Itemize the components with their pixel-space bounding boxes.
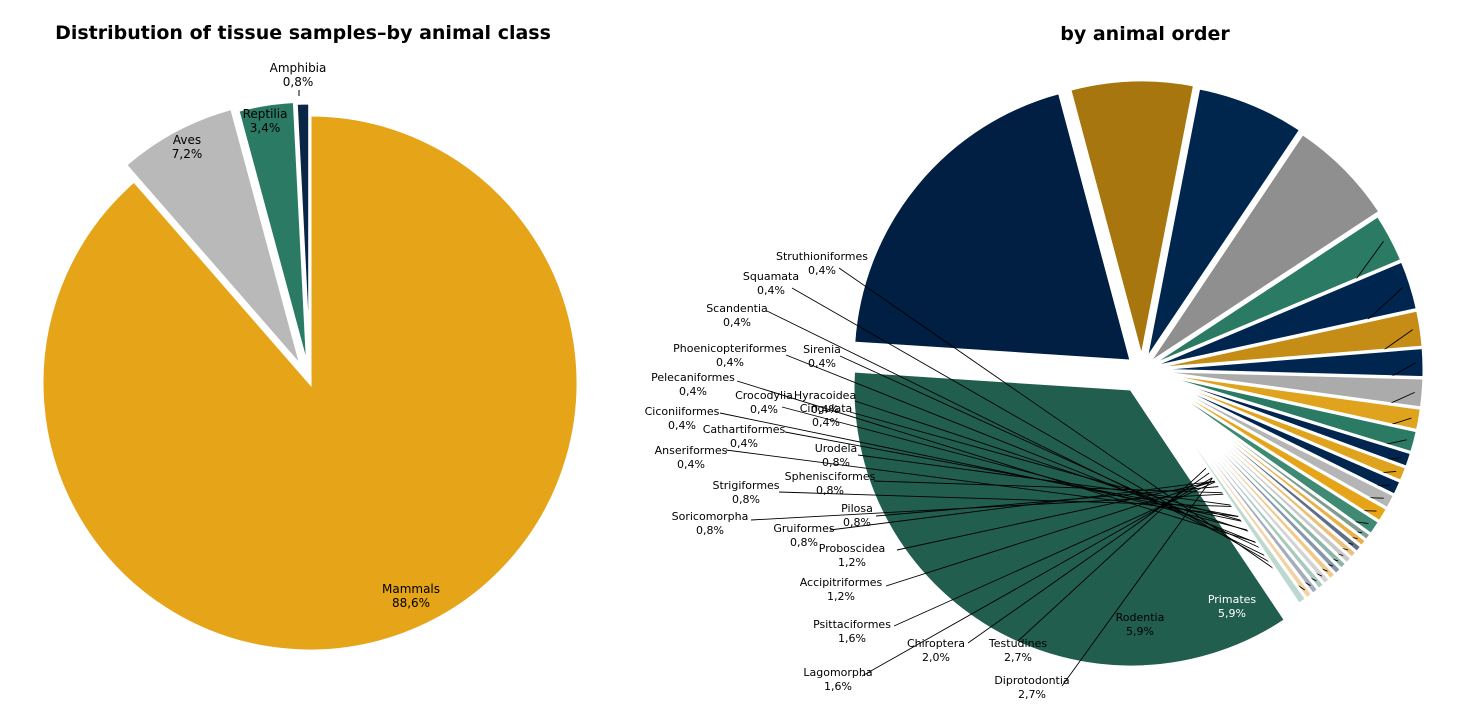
- slice-primates: [1144, 86, 1303, 362]
- order-strigiformes-value: 0,8%: [732, 493, 760, 506]
- order-rodentia-value: 5,9%: [1126, 625, 1154, 638]
- slice-mammals: [40, 113, 580, 653]
- order-diprotodontia-label: Diprotodontia: [994, 674, 1069, 687]
- class-mammals-label: Mammals: [382, 582, 440, 596]
- order-ciconiiformes-label: Ciconiiformes: [645, 405, 720, 418]
- order-sphenisciformes-label: Sphenisciformes: [785, 470, 876, 483]
- class-mammals-value: 88,6%: [392, 596, 430, 610]
- order-testudines-label: Testudines: [988, 637, 1047, 650]
- order-struthioniformes-label: Struthioniformes: [776, 250, 868, 263]
- order-pelecaniformes-value: 0,4%: [679, 385, 707, 398]
- order-gruiformes-label: Gruiformes: [773, 522, 834, 535]
- slice-perissodactyla: [1067, 78, 1197, 359]
- order-scandentia-label: Scandentia: [706, 302, 768, 315]
- order-squamata-value: 0,4%: [757, 284, 785, 297]
- order-chart-title: by animal order: [1060, 23, 1230, 45]
- order-pelecaniformes-label: Pelecaniformes: [651, 371, 735, 384]
- order-proboscidea-label: Proboscidea: [819, 542, 886, 555]
- order-crocodylia-label: Crocodylia: [735, 389, 793, 402]
- order-sirenia-label: Sirenia: [803, 343, 841, 356]
- order-accipitriformes-label: Accipitriformes: [800, 576, 883, 589]
- class-reptilia-label: Reptilia: [243, 107, 288, 121]
- order-soricomorpha-value: 0,8%: [696, 524, 724, 537]
- class-amphibia-value: 0,8%: [283, 75, 314, 89]
- order-gruiformes-value: 0,8%: [790, 536, 818, 549]
- order-lagomorpha-value: 1,6%: [824, 680, 852, 693]
- order-lagomorpha-label: Lagomorpha: [803, 666, 872, 679]
- class-reptilia-value: 3,4%: [250, 121, 281, 135]
- slice-artiodactyla: [852, 90, 1134, 363]
- leader-squamata: [791, 287, 1311, 586]
- order-primates-label: Primates: [1208, 593, 1257, 606]
- order-anseriformes-value: 0,4%: [677, 458, 705, 471]
- order-proboscidea-value: 1,2%: [838, 556, 866, 569]
- order-ciconiiformes-value: 0,4%: [668, 419, 696, 432]
- order-hyracoidea-label: Hyracoidea: [794, 389, 856, 402]
- order-pilosa-value: 0,8%: [843, 516, 871, 529]
- leader-phoenicopteriformes: [785, 354, 1328, 572]
- order-pilosa-label: Pilosa: [841, 502, 873, 515]
- slice-unlabeled-30: [1143, 372, 1309, 607]
- slice-rodentia: [1146, 131, 1383, 366]
- order-psittaciformes-label: Psittaciformes: [813, 618, 891, 631]
- order-diprotodontia-value: 2,7%: [1018, 688, 1046, 701]
- order-struthioniformes-value: 0,4%: [808, 264, 836, 277]
- order-cathartiformes-label: Cathartiformes: [703, 423, 786, 436]
- order-testudines-value: 2,7%: [1004, 651, 1032, 664]
- order-soricomorpha-label: Soricomorpha: [672, 510, 749, 523]
- order-rodentia-label: Rodentia: [1116, 611, 1165, 624]
- order-urodela-value: 0,8%: [822, 456, 850, 469]
- order-chiroptera-value: 2,0%: [922, 651, 950, 664]
- order-strigiformes-label: Strigiformes: [712, 479, 779, 492]
- slice-reptilia: [236, 99, 310, 370]
- order-cingulata-value: 0,4%: [812, 416, 840, 429]
- class-aves-value: 7,2%: [172, 147, 203, 161]
- slice-aves: [123, 106, 303, 369]
- order-urodela-label: Urodela: [815, 442, 858, 455]
- leader-sirenia: [839, 355, 1323, 577]
- order-sirenia-value: 0,4%: [808, 357, 836, 370]
- order-chiroptera-label: Chiroptera: [907, 637, 965, 650]
- order-anseriformes-label: Anseriformes: [655, 444, 728, 457]
- order-phoenicopteriformes-value: 0,4%: [716, 356, 744, 369]
- order-cathartiformes-value: 0,4%: [730, 437, 758, 450]
- order-phoenicopteriformes-label: Phoenicopteriformes: [673, 342, 787, 355]
- class-amphibia-label: Amphibia: [270, 61, 327, 75]
- order-accipitriformes-value: 1,2%: [827, 590, 855, 603]
- order-psittaciformes-value: 1,6%: [838, 632, 866, 645]
- slice-amphibia: [294, 101, 312, 372]
- order-crocodylia-value: 0,4%: [750, 403, 778, 416]
- class-aves-label: Aves: [173, 133, 201, 147]
- order-sphenisciformes-value: 0,8%: [816, 484, 844, 497]
- order-primates-value: 5,9%: [1218, 607, 1246, 620]
- order-scandentia-value: 0,4%: [723, 316, 751, 329]
- leader-struthioniformes: [838, 267, 1305, 591]
- class-chart-title: Distribution of tissue samples–by animal…: [55, 22, 551, 44]
- order-pie: Carnivora32,9%Artiodactyla18,4%Perissoda…: [645, 78, 1426, 701]
- order-squamata-label: Squamata: [743, 270, 799, 283]
